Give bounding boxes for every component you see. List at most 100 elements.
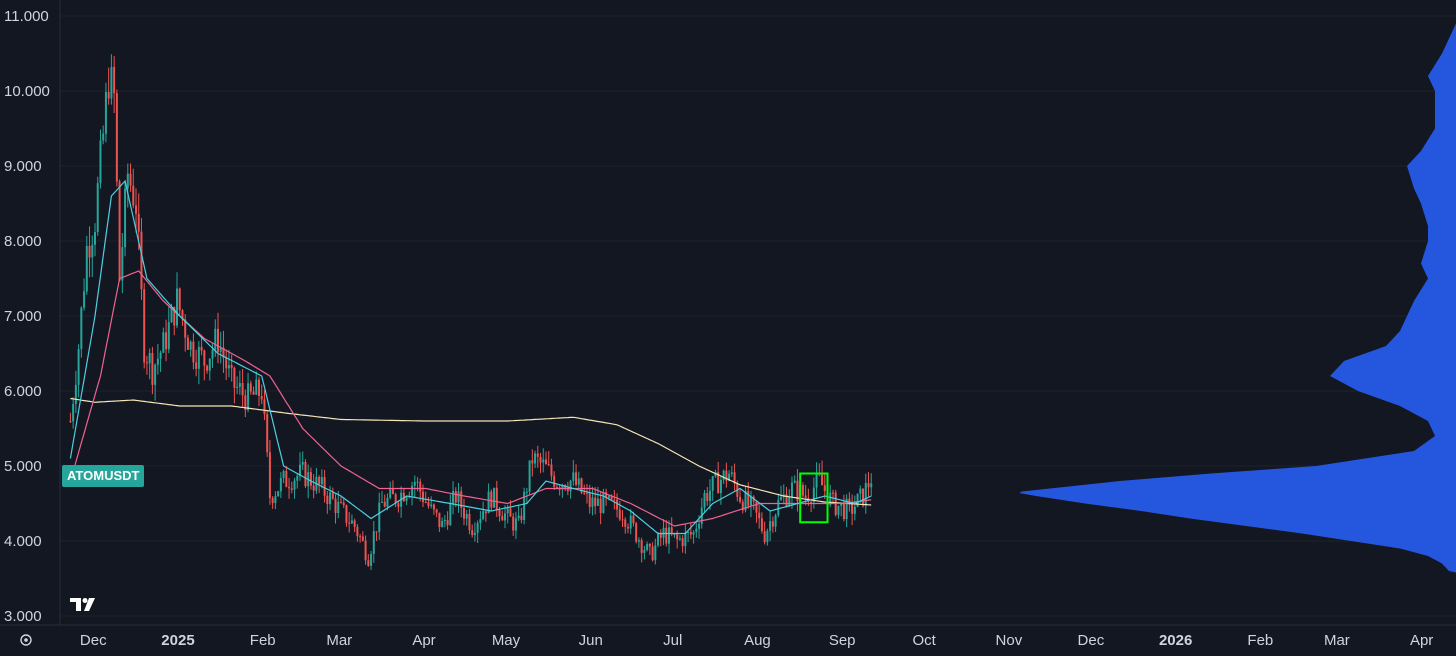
- candle-body: [484, 511, 487, 514]
- candle-body: [359, 536, 362, 538]
- candle-body: [531, 460, 534, 464]
- candle-body: [320, 477, 323, 485]
- candle-body: [730, 472, 733, 474]
- candle-body: [796, 480, 799, 502]
- candle-body: [651, 546, 654, 561]
- x-tick-label: Jul: [663, 632, 682, 649]
- candle-body: [454, 490, 457, 503]
- candle-body: [473, 532, 476, 536]
- candle-body: [345, 505, 348, 523]
- highlight-rectangle[interactable]: [799, 472, 829, 524]
- candle-body: [413, 482, 416, 486]
- y-tick-label: 11.000: [4, 8, 49, 25]
- candle-body: [793, 480, 796, 483]
- candle-body: [566, 489, 569, 492]
- volume-profile-area: [1019, 23, 1456, 579]
- candle-body: [763, 531, 766, 543]
- candle-body: [255, 379, 258, 395]
- candle-body: [424, 501, 427, 503]
- candle-body: [698, 523, 701, 529]
- x-tick-label: Jun: [579, 632, 603, 649]
- highlight-box: [799, 472, 829, 524]
- x-tick-label: Mar: [326, 632, 352, 649]
- candle-body: [640, 540, 643, 553]
- candle-body: [189, 341, 192, 350]
- candle-body: [132, 185, 135, 206]
- candle-body: [140, 231, 143, 290]
- candle-body: [91, 244, 94, 258]
- candle-body: [689, 531, 692, 535]
- candle-body: [394, 494, 397, 504]
- candle-body: [298, 464, 301, 476]
- candle-body: [624, 519, 627, 527]
- candle-body: [708, 490, 711, 501]
- candle-body: [102, 133, 105, 141]
- candle-body: [309, 472, 312, 486]
- candle-body: [94, 232, 96, 245]
- candle-body: [110, 66, 113, 99]
- candle-body: [211, 349, 214, 359]
- candle-body: [184, 319, 187, 338]
- candle-body: [801, 485, 804, 496]
- candle-body: [684, 532, 687, 547]
- candle-body: [725, 470, 728, 481]
- candle-body: [687, 531, 690, 533]
- candle-body: [821, 473, 824, 486]
- candle-body: [247, 383, 250, 410]
- candle-body: [271, 498, 274, 504]
- candle-body: [238, 383, 241, 387]
- candle-body: [785, 494, 788, 506]
- tradingview-logo[interactable]: [70, 598, 96, 617]
- candle-body: [329, 492, 332, 505]
- candle-body: [829, 492, 832, 505]
- candle-body: [744, 491, 747, 511]
- candle-body: [219, 347, 222, 352]
- candle-body: [810, 501, 813, 503]
- ma-mid-line: [69, 270, 872, 527]
- candle-body: [692, 532, 695, 535]
- candle-body: [260, 395, 263, 400]
- candle-body: [257, 379, 260, 396]
- y-tick-label: 10.000: [4, 83, 50, 100]
- time-axis[interactable]: Dec 2025 Feb Mar Apr May Jun Jul Aug Sep Oct Nov Dec…: [80, 632, 1433, 649]
- candle-body: [443, 520, 446, 522]
- candle-body: [74, 384, 77, 404]
- candle-body: [225, 357, 228, 369]
- candle-body: [367, 560, 370, 566]
- candle-body: [539, 456, 542, 463]
- candle-body: [348, 522, 351, 524]
- candle-body: [468, 513, 471, 531]
- candle-body: [588, 492, 591, 507]
- candle-body: [626, 526, 629, 529]
- price-axis[interactable]: 3.000 4.000 5.000 6.000 7.000 8.000 9.000 10.00…: [0, 0, 1456, 626]
- candle-body: [714, 472, 717, 477]
- candle-body: [222, 347, 225, 358]
- candle-body: [124, 188, 127, 248]
- candle-body: [506, 508, 509, 514]
- candle-body: [711, 476, 714, 491]
- candle-body: [441, 521, 444, 528]
- candle-body: [629, 515, 632, 529]
- candle-body: [503, 513, 506, 521]
- candle-body: [804, 495, 807, 498]
- settings-icon[interactable]: [19, 633, 33, 650]
- candle-body: [599, 498, 602, 514]
- candle-body: [760, 518, 763, 532]
- candle-body: [162, 332, 165, 353]
- candle-body: [780, 497, 783, 500]
- candle-body: [241, 383, 244, 396]
- candle-body: [580, 478, 583, 493]
- candle-body: [200, 346, 203, 351]
- candle-body: [268, 452, 271, 499]
- candle-body: [342, 502, 345, 506]
- candle-body: [646, 543, 649, 550]
- candle-body: [831, 492, 834, 494]
- candle-body: [156, 358, 159, 365]
- x-tick-label: Apr: [412, 632, 435, 649]
- y-tick-label: 8.000: [4, 233, 42, 250]
- y-tick-label: 7.000: [4, 308, 42, 325]
- candle-body: [421, 491, 424, 502]
- candle-body: [99, 140, 102, 184]
- candle-body: [514, 518, 517, 531]
